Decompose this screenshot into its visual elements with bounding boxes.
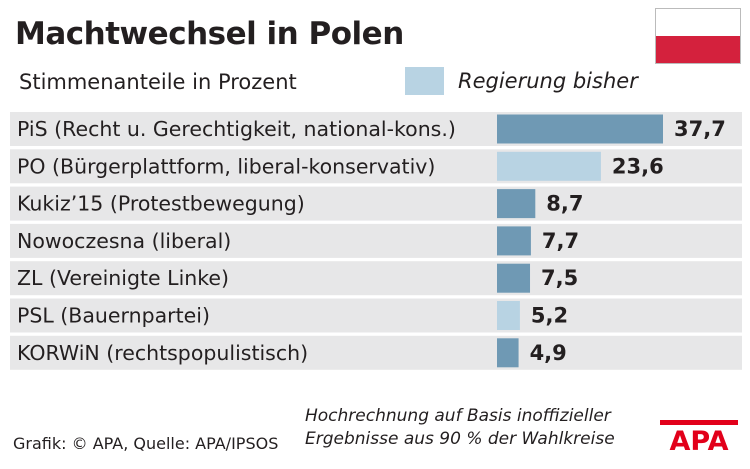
- row-background: [10, 298, 742, 333]
- source-credit: Grafik: © APA, Quelle: APA/IPSOS: [13, 434, 279, 453]
- row-background: [10, 149, 742, 184]
- category-label: Nowoczesna (liberal): [17, 229, 231, 253]
- bar: [497, 226, 531, 256]
- category-label: KORWiN (rechtspopulistisch): [17, 341, 308, 365]
- apa-logo-bar: [660, 420, 738, 425]
- chart-legend: Regierung bisher: [405, 66, 638, 96]
- value-label: 8,7: [546, 192, 583, 216]
- bar: [497, 189, 536, 219]
- row-background: [10, 261, 742, 296]
- category-label: Kukiz’15 (Protestbewegung): [17, 192, 305, 216]
- chart-subtitle: Stimmenanteile in Prozent: [19, 70, 297, 94]
- legend-label: Regierung bisher: [458, 69, 638, 93]
- category-label: PSL (Bauernpartei): [17, 304, 210, 328]
- chart-row: Nowoczesna (liberal) 7,7: [10, 223, 742, 258]
- chart-row: ZL (Vereinigte Linke) 7,5: [10, 261, 742, 296]
- footnote: Hochrechnung auf Basis inoffizieller Erg…: [305, 405, 615, 451]
- row-background: [10, 223, 742, 258]
- chart-row: PO (Bürgerplattform, liberal-konservativ…: [10, 149, 742, 184]
- flag-red-stripe: [656, 36, 740, 63]
- bar: [497, 263, 531, 293]
- value-label: 5,2: [531, 304, 568, 328]
- legend-swatch: [405, 67, 444, 95]
- value-label: 7,7: [542, 229, 579, 253]
- category-label: PiS (Recht u. Gerechtigkeit, national-ko…: [17, 117, 456, 141]
- value-label: 7,5: [541, 266, 578, 290]
- poland-flag-icon: [655, 8, 741, 64]
- bar: [497, 338, 519, 368]
- row-background: [10, 186, 742, 221]
- chart-row: PiS (Recht u. Gerechtigkeit, national-ko…: [10, 112, 742, 146]
- value-label: 37,7: [674, 117, 726, 141]
- footnote-line-1: Hochrechnung auf Basis inoffizieller: [305, 406, 611, 426]
- flag-white-stripe: [656, 9, 740, 36]
- apa-logo-text: APA: [669, 426, 728, 452]
- category-label: ZL (Vereinigte Linke): [17, 266, 229, 290]
- chart-row: PSL (Bauernpartei) 5,2: [10, 298, 742, 333]
- row-background: [10, 335, 742, 370]
- chart-row: Kukiz’15 (Protestbewegung) 8,7: [10, 186, 742, 221]
- apa-logo: APA: [660, 420, 738, 452]
- value-label: 4,9: [530, 341, 567, 365]
- bar: [497, 301, 520, 330]
- value-label: 23,6: [612, 154, 664, 178]
- bar: [497, 151, 601, 181]
- footnote-line-2: Ergebnisse aus 90 % der Wahlkreise: [305, 429, 615, 449]
- category-label: PO (Bürgerplattform, liberal-konservativ…: [17, 154, 435, 178]
- chart-row: KORWiN (rechtspopulistisch) 4,9: [10, 335, 742, 370]
- bar: [497, 114, 663, 144]
- chart-title: Machtwechsel in Polen: [15, 16, 404, 52]
